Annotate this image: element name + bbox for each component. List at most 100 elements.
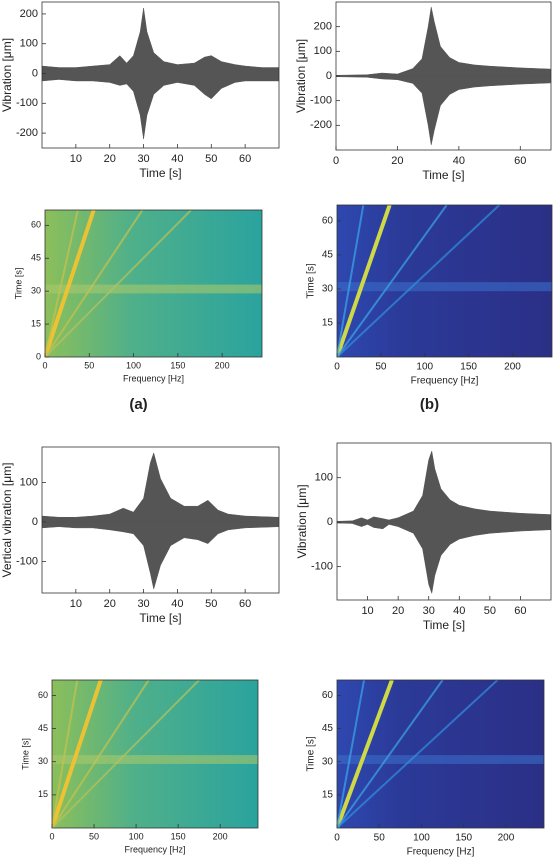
vibration-envelope [337,521,551,594]
vibration-envelope [42,73,279,140]
x-tick-label: 50 [484,605,496,617]
y-tick-label: 200 [20,8,38,20]
x-axis-label: Time [s] [422,168,464,182]
x-tick-label: 50 [375,362,387,373]
order-ridge [337,680,499,828]
plot-area [42,7,279,140]
x-tick-label: 30 [423,605,435,617]
y-tick-label: 0 [32,67,38,79]
x-tick-label: 20 [391,155,403,167]
order-ridge [337,205,448,357]
y-tick-label: 200 [314,21,332,33]
x-tick-label: 150 [171,831,186,841]
x-tick-label: 100 [129,831,144,841]
x-tick-label: 60 [514,605,526,617]
y-tick-label: 30 [322,756,334,767]
y-axis-label: Time [s] [306,736,317,771]
x-tick-label: 50 [205,598,217,610]
y-axis-label: Time [s] [306,263,317,298]
x-tick-label: 0 [334,833,340,844]
x-tick-label: 50 [84,360,94,370]
resonance-band [52,755,258,764]
axes-frame [51,679,259,829]
y-tick-label: 15 [31,318,41,328]
y-tick-label: -200 [310,119,332,131]
spectrogram-background [45,210,262,357]
plot-area [337,680,544,828]
vibration-envelope [42,452,279,523]
x-axis-label: Time [s] [139,166,181,180]
y-tick-label: -100 [310,95,332,107]
plot-area [337,450,551,594]
x-tick-label: 50 [205,153,217,165]
y-tick-label: 60 [322,216,334,227]
resonance-band [45,284,262,294]
x-tick-label: 60 [239,153,251,165]
x-tick-label: 0 [333,155,339,167]
vibration-envelope [42,521,279,590]
y-tick-label: -200 [16,127,38,139]
x-tick-label: 100 [413,833,430,844]
y-tick-label: 45 [322,723,334,734]
axes-frame [336,442,552,601]
y-tick-label: -100 [16,97,38,109]
resonance-band [337,282,552,292]
x-tick-label: 0 [49,831,54,841]
y-tick-label: 60 [38,690,48,700]
x-tick-label: 100 [416,362,433,373]
x-tick-label: 30 [137,598,149,610]
order-ridge [52,680,200,828]
x-tick-label: 10 [70,153,82,165]
x-axis-label: Frequency [Hz] [411,376,479,387]
x-tick-label: 40 [453,605,465,617]
x-tick-label: 50 [89,831,99,841]
plot-area [42,452,279,590]
y-tick-label: 0 [36,351,41,361]
order-ridge [45,210,192,357]
spectrogram-background [52,680,258,828]
axes-frame [44,209,263,358]
y-tick-label: 30 [38,756,48,766]
x-tick-label: 200 [504,362,521,373]
order-ridge [337,205,365,357]
y-tick-label: -100 [16,555,38,567]
order-ridge [337,205,501,357]
order-ridge [337,680,366,828]
y-axis-label: Time [s] [20,738,30,770]
order-ridge [52,680,150,828]
y-tick-label: 30 [31,286,41,296]
vibration-envelope [337,450,551,523]
axes-frame [336,679,545,829]
y-tick-label: 0 [326,70,332,82]
y-tick-label: 100 [315,472,333,484]
y-tick-label: 100 [20,476,38,488]
x-axis-label: Time [s] [139,611,181,625]
x-tick-label: 200 [215,360,230,370]
x-tick-label: 50 [374,833,386,844]
y-tick-label: 60 [31,220,41,230]
y-tick-label: 45 [38,723,48,733]
panel-caption: (b) [420,396,439,413]
y-tick-label: 100 [314,45,332,57]
vibration-envelope [336,75,551,146]
y-tick-label: 15 [322,318,334,329]
x-tick-label: 100 [126,360,141,370]
x-axis-label: Time [s] [423,618,465,632]
order-ridge [45,210,79,357]
x-tick-label: 40 [171,153,183,165]
order-ridge [45,210,144,357]
x-tick-label: 60 [239,598,251,610]
plot-area [45,210,262,357]
order-ridge [337,205,392,357]
spectrogram-background [337,205,552,357]
y-tick-label: 60 [322,690,334,701]
y-axis-label: Vibration [μm] [294,39,308,113]
vibration-envelope [42,7,279,74]
y-tick-label: 15 [38,789,48,799]
y-axis-label: Vibration [μm] [0,38,14,112]
y-tick-label: 15 [322,790,334,801]
axes-frame [41,446,280,594]
plot-area [337,205,552,357]
axes-frame [336,204,553,358]
